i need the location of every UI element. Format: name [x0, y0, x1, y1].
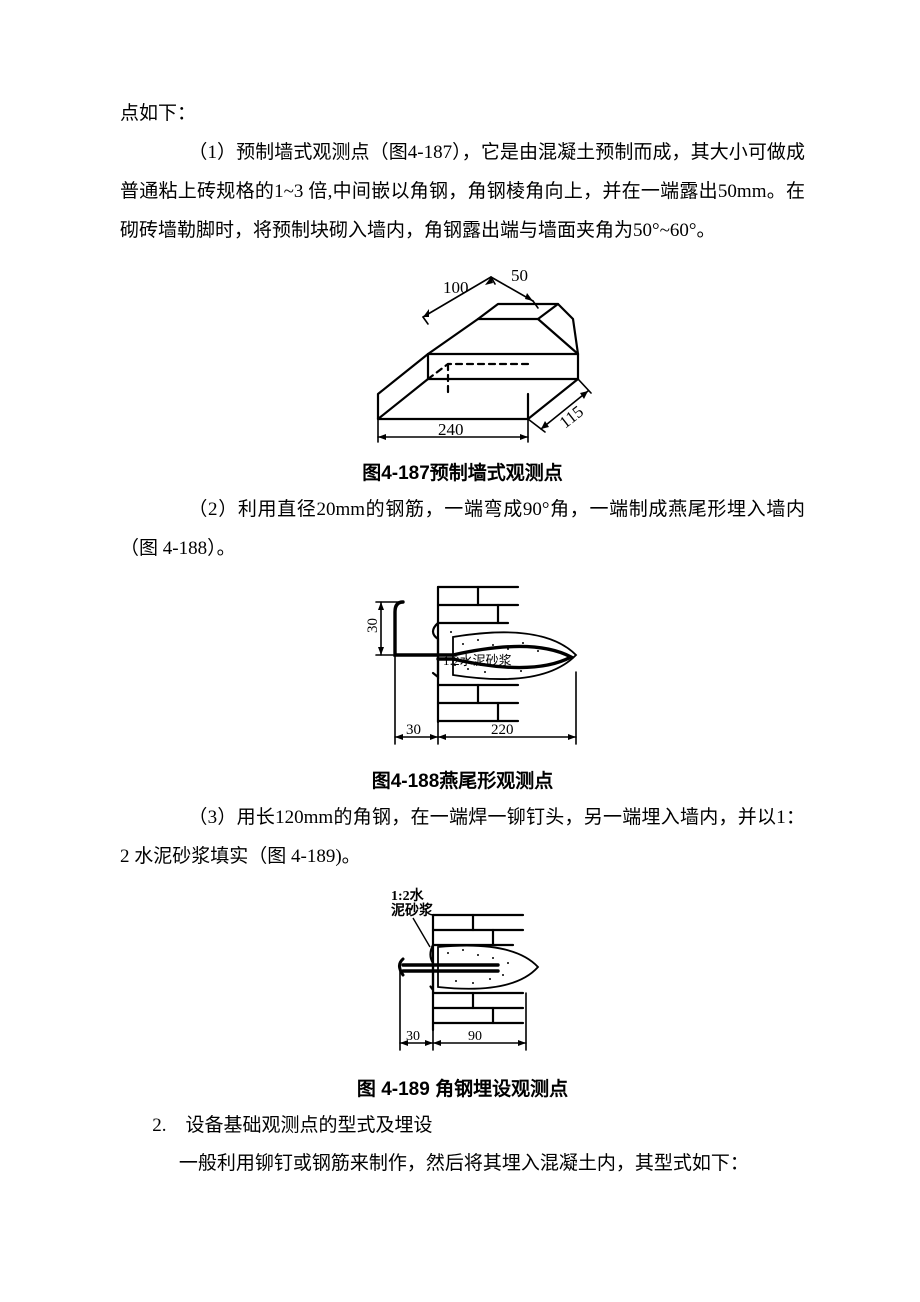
page-container: 点如下： （1）预制墙式观测点（图4-187），它是由混凝土预制而成，其大小可做… — [0, 0, 920, 1302]
fig188-dim-left: 30 — [365, 618, 381, 633]
paragraph-item-2: （2）利用直径20mm的钢筋，一端弯成90°角，一端制成燕尾形埋入墙内（图 4-… — [120, 491, 805, 569]
fig187-dim-50: 50 — [511, 266, 528, 285]
figure-4-189-caption: 图 4-189 角钢埋设观测点 — [120, 1074, 805, 1101]
figure-4-189-svg: 1:2水 泥砂浆 30 90 — [358, 885, 568, 1065]
fig187-dim-240: 240 — [438, 420, 464, 439]
figure-4-188-caption: 图4-188燕尾形观测点 — [120, 766, 805, 793]
fig187-dim-100: 100 — [443, 278, 469, 297]
fig188-dim-b1: 30 — [406, 722, 421, 738]
paragraph-intro: 点如下： — [120, 95, 805, 134]
fig189-label-1: 1:2水 — [391, 887, 425, 904]
fig188-label: 1:2水泥砂浆 — [443, 653, 512, 668]
fig187-dim-115: 115 — [555, 402, 586, 432]
figure-4-187: 100 50 240 115 图4-187预制墙式观测点 — [120, 259, 805, 485]
figure-4-187-caption: 图4-187预制墙式观测点 — [120, 458, 805, 485]
paragraph-item-3: （3）用长120mm的角钢，在一端焊一铆钉头，另一端埋入墙内，并以1：2 水泥砂… — [120, 799, 805, 877]
paragraph-item-1: （1）预制墙式观测点（图4-187），它是由混凝土预制而成，其大小可做成普通粘上… — [120, 134, 805, 251]
figure-4-188: 30 1:2水泥砂浆 30 220 图4-188燕尾形观测点 — [120, 577, 805, 793]
figure-4-189: 1:2水 泥砂浆 30 90 图 4-189 角钢埋设观测点 — [120, 885, 805, 1101]
figure-4-187-svg: 100 50 240 115 — [333, 259, 593, 449]
paragraph-section-2-body: 一般利用铆钉或钢筋来制作，然后将其埋入混凝土内，其型式如下： — [120, 1145, 805, 1184]
fig189-dim-1: 30 — [406, 1029, 420, 1044]
figure-4-188-svg: 30 1:2水泥砂浆 30 220 — [333, 577, 593, 757]
fig189-dim-2: 90 — [468, 1029, 482, 1044]
fig188-dim-b2: 220 — [491, 722, 514, 738]
fig189-label-2: 泥砂浆 — [391, 902, 434, 919]
paragraph-section-2: 2. 设备基础观测点的型式及埋设 — [120, 1107, 805, 1146]
